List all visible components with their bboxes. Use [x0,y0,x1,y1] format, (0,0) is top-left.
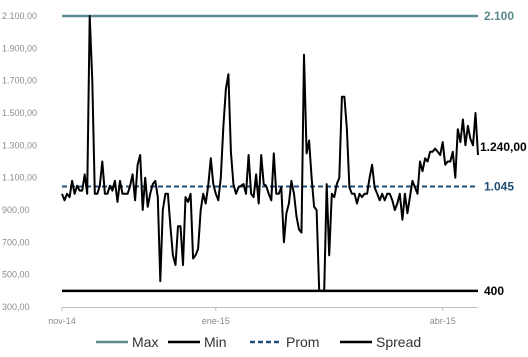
y-tick-label: 500,00 [2,270,30,280]
reference-lines: 2.100 400 1.045 [62,9,514,298]
x-tick-label: nov-14 [48,316,76,326]
y-tick-label: 2.100,00 [2,11,37,21]
y-tick-label: 1.700,00 [2,76,37,86]
y-tick-label: 1.900,00 [2,43,37,53]
last-value-label: 1.240,00 [480,140,527,154]
legend-label-spread: Spread [376,334,421,350]
x-axis: nov-14 ene-15 abr-15 [48,307,478,326]
y-tick-label: 700,00 [2,237,30,247]
ref-label-min: 400 [484,284,504,298]
y-tick-label: 900,00 [2,205,30,215]
legend: Max Min Prom Spread [96,334,421,350]
y-tick-label: 1.100,00 [2,173,37,183]
legend-label-prom: Prom [286,334,319,350]
y-tick-label: 300,00 [2,302,30,312]
annotations: 1.240,00 [480,140,527,154]
series-line-spread [61,15,479,292]
y-tick-label: 1.300,00 [2,140,37,150]
ref-label-max: 2.100 [484,9,514,23]
legend-label-max: Max [132,334,158,350]
y-tick-label: 1.500,00 [2,108,37,118]
x-tick-label: abr-15 [430,316,456,326]
ref-label-prom: 1.045 [484,180,514,194]
series-layer [61,15,479,292]
y-axis: 300,00 500,00 700,00 900,00 1.100,00 1.300,00… [2,11,37,312]
x-tick-label: ene-15 [202,316,230,326]
legend-label-min: Min [204,334,227,350]
